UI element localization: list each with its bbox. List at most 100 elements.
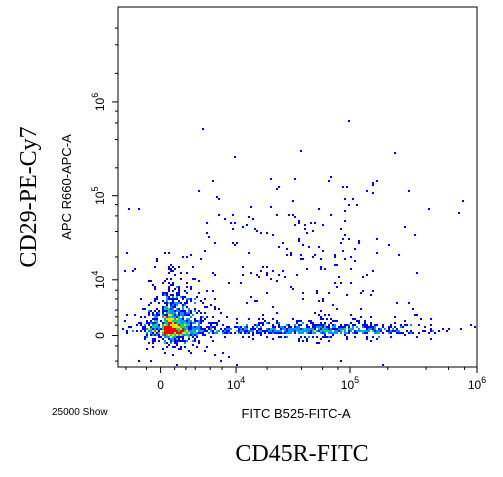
- data-point: [302, 328, 304, 330]
- data-point: [274, 328, 276, 330]
- data-point: [174, 310, 176, 312]
- data-point: [172, 328, 174, 330]
- data-point: [256, 230, 258, 232]
- data-point: [180, 278, 182, 280]
- data-point: [332, 328, 334, 330]
- data-point: [176, 304, 178, 306]
- data-point: [176, 286, 178, 288]
- data-point: [176, 340, 178, 342]
- data-point: [194, 302, 196, 304]
- data-point: [210, 330, 212, 332]
- y-tick-label: 0: [93, 332, 107, 339]
- data-point: [138, 322, 140, 324]
- data-point: [178, 340, 180, 342]
- data-point: [180, 296, 182, 298]
- data-point: [356, 332, 358, 334]
- data-point: [148, 342, 150, 344]
- data-point: [264, 320, 266, 322]
- data-point: [154, 300, 156, 302]
- data-point: [166, 332, 168, 334]
- data-point: [182, 318, 184, 320]
- data-point: [316, 324, 318, 326]
- data-point: [144, 338, 146, 340]
- data-point: [222, 324, 224, 326]
- data-point: [324, 334, 326, 336]
- data-point: [180, 312, 182, 314]
- data-point: [202, 316, 204, 318]
- data-point: [212, 332, 214, 334]
- data-point: [166, 294, 168, 296]
- data-point: [290, 332, 292, 334]
- data-point: [404, 334, 406, 336]
- data-point: [204, 330, 206, 332]
- data-point: [206, 316, 208, 318]
- data-point: [276, 214, 278, 216]
- data-point: [282, 242, 284, 244]
- data-point: [312, 336, 314, 338]
- data-point: [144, 328, 146, 330]
- data-point: [158, 334, 160, 336]
- data-point: [204, 298, 206, 300]
- data-point: [372, 270, 374, 272]
- data-point: [144, 330, 146, 332]
- data-point: [214, 322, 216, 324]
- data-point: [320, 266, 322, 268]
- data-point: [238, 330, 240, 332]
- data-point: [380, 330, 382, 332]
- data-point: [190, 300, 192, 302]
- data-point: [282, 332, 284, 334]
- data-point: [280, 326, 282, 328]
- data-point: [166, 320, 168, 322]
- data-point: [180, 346, 182, 348]
- data-point: [230, 222, 232, 224]
- data-point: [270, 328, 272, 330]
- data-point: [150, 320, 152, 322]
- data-point: [372, 330, 374, 332]
- data-point: [176, 344, 178, 346]
- data-point: [266, 330, 268, 332]
- data-point: [228, 326, 230, 328]
- data-point: [164, 332, 166, 334]
- data-point: [396, 332, 398, 334]
- data-point: [162, 334, 164, 336]
- data-point: [386, 330, 388, 332]
- data-point: [250, 206, 252, 208]
- data-point: [402, 326, 404, 328]
- data-point: [214, 306, 216, 308]
- data-point: [204, 312, 206, 314]
- data-point: [192, 266, 194, 268]
- data-point: [186, 328, 188, 330]
- data-point: [278, 274, 280, 276]
- data-point: [180, 272, 182, 274]
- data-point: [134, 314, 136, 316]
- data-point: [194, 310, 196, 312]
- data-point: [150, 322, 152, 324]
- data-point: [400, 324, 402, 326]
- data-point: [180, 302, 182, 304]
- data-point: [152, 338, 154, 340]
- data-point: [184, 290, 186, 292]
- data-point: [262, 324, 264, 326]
- data-point: [354, 336, 356, 338]
- data-point: [170, 320, 172, 322]
- data-point: [434, 332, 436, 334]
- data-point: [156, 308, 158, 310]
- data-point: [184, 320, 186, 322]
- data-point: [170, 340, 172, 342]
- data-point: [364, 332, 366, 334]
- data-point: [284, 330, 286, 332]
- data-point: [372, 336, 374, 338]
- data-point: [320, 330, 322, 332]
- data-point: [328, 324, 330, 326]
- data-point: [198, 342, 200, 344]
- outer-x-label: CD45R-FITC: [235, 441, 368, 467]
- data-point: [232, 214, 234, 216]
- data-point: [176, 334, 178, 336]
- data-point: [184, 312, 186, 314]
- data-point: [164, 322, 166, 324]
- data-point: [212, 272, 214, 274]
- data-point: [294, 324, 296, 326]
- data-point: [330, 322, 332, 324]
- data-point: [350, 322, 352, 324]
- data-point: [196, 296, 198, 298]
